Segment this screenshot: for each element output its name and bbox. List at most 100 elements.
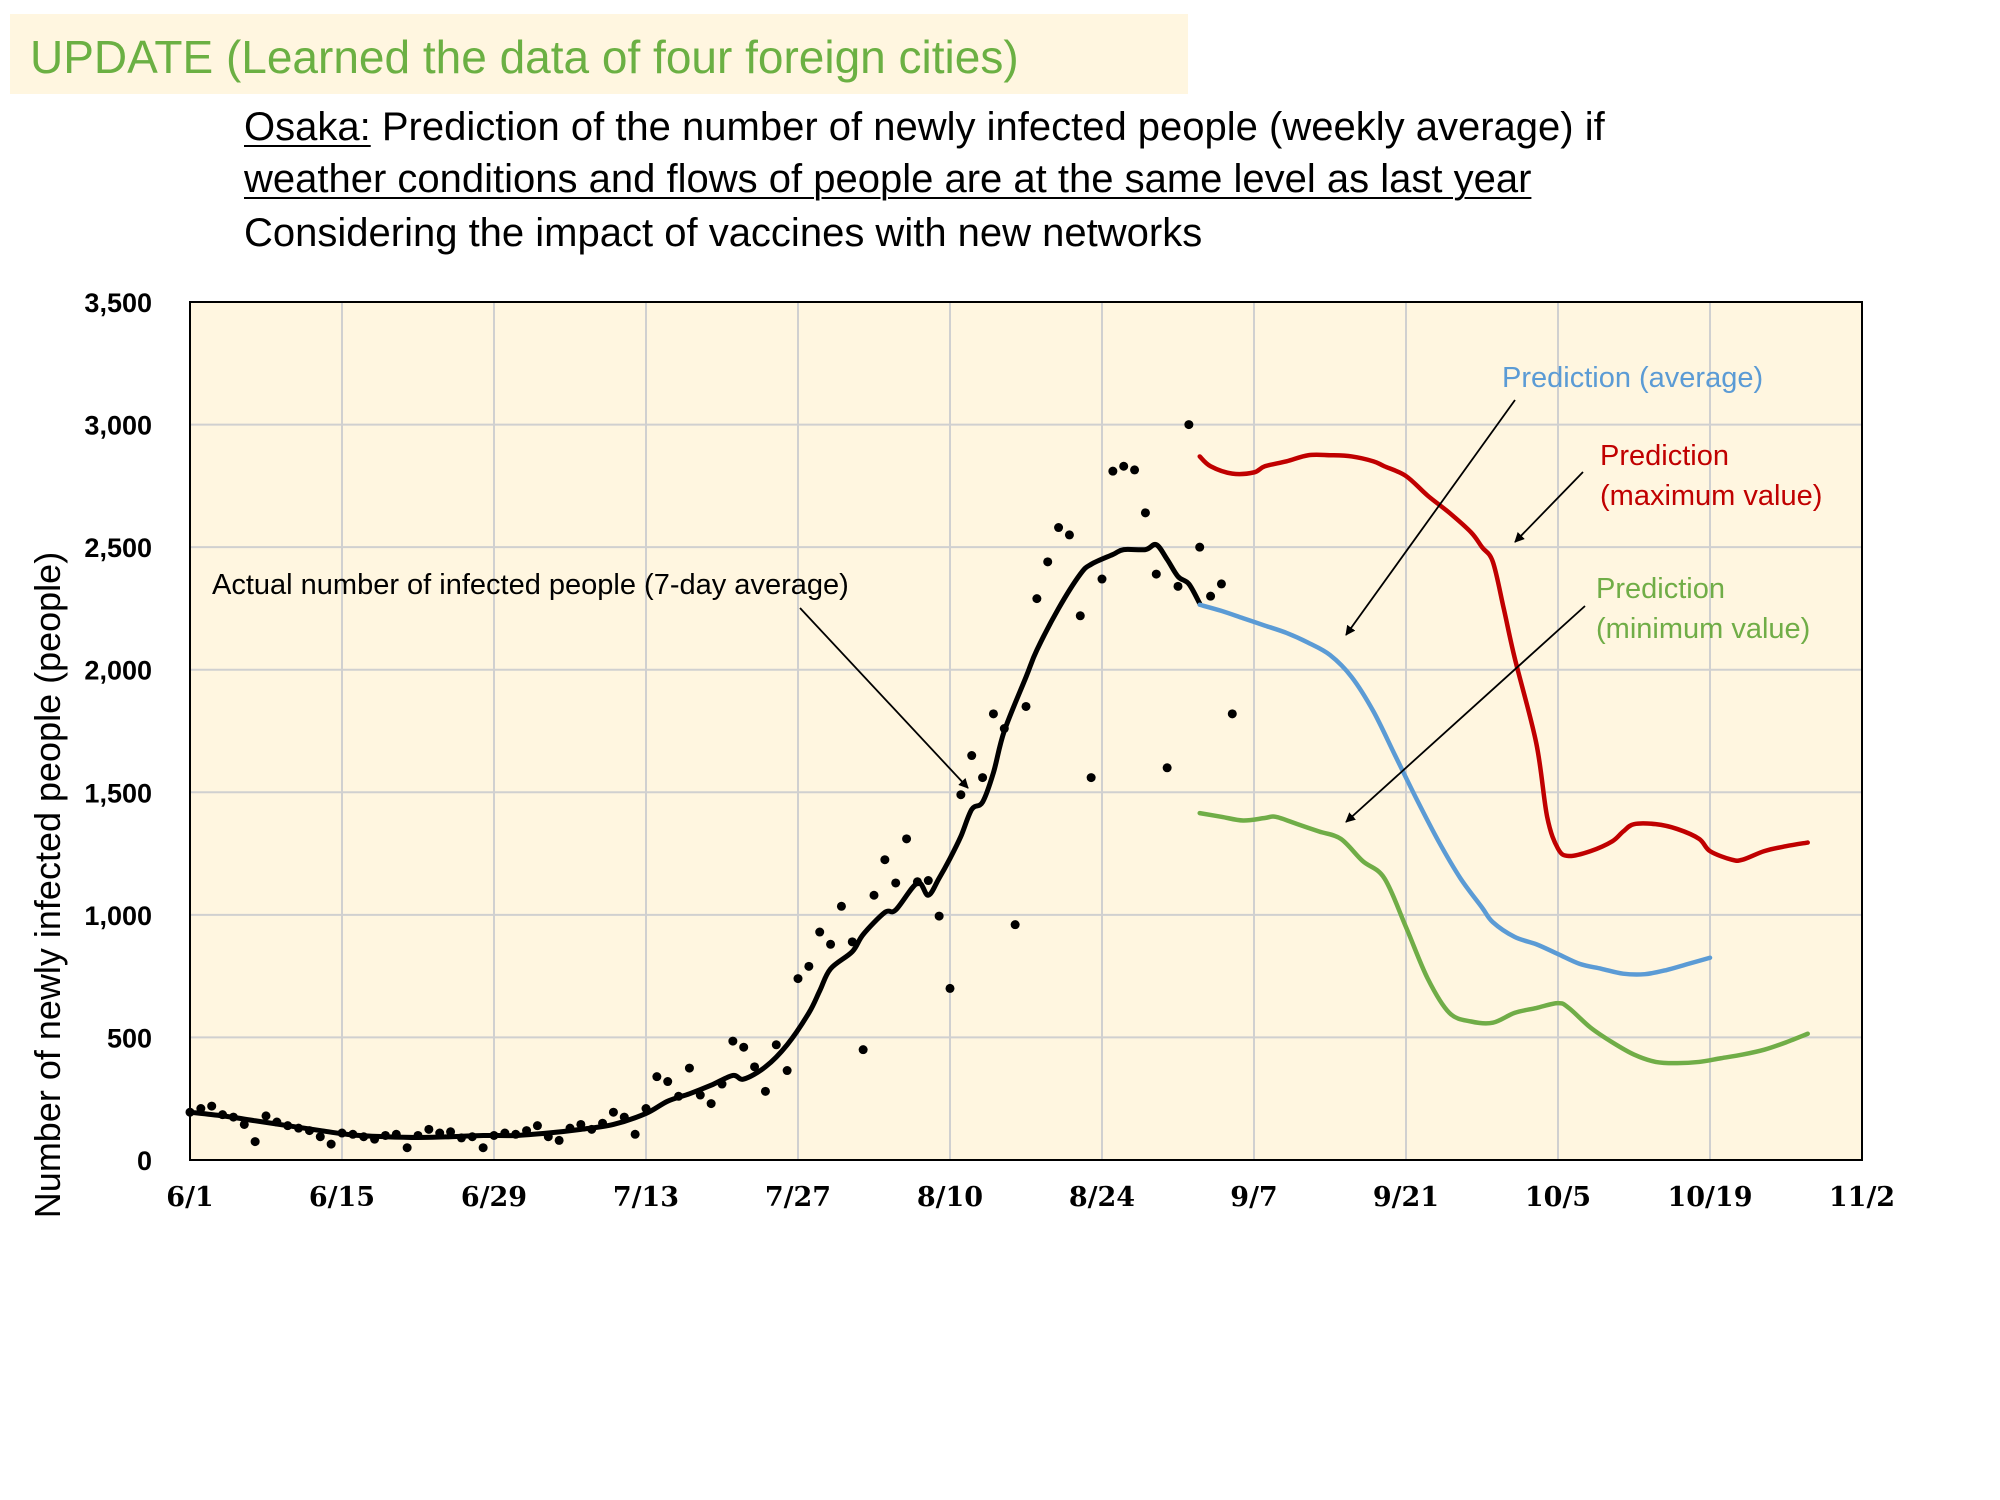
daily-point [315, 1132, 325, 1142]
daily-point [804, 961, 814, 971]
daily-point [261, 1111, 271, 1121]
maximum-arrow [1514, 471, 1584, 543]
update-banner: UPDATE (Learned the data of four foreign… [10, 14, 1188, 94]
x-tick-label: 6/1 [166, 1182, 213, 1213]
daily-point [250, 1137, 260, 1147]
y-tick-label: 1,500 [84, 778, 152, 808]
actual-arrow [799, 607, 969, 789]
plot-area [190, 302, 1862, 1160]
x-tick-label: 6/15 [309, 1182, 375, 1213]
daily-point [424, 1124, 434, 1134]
daily-point [684, 1063, 694, 1073]
daily-point [1184, 420, 1194, 430]
y-tick-label: 0 [137, 1146, 152, 1176]
y-tick-label: 2,500 [84, 533, 152, 563]
x-tick-label: 7/27 [765, 1182, 831, 1213]
series-line-maximum [1197, 452, 1810, 864]
annotation-maximum-line1: Prediction [1600, 440, 1729, 472]
daily-point [1140, 508, 1150, 518]
daily-point [1216, 579, 1226, 589]
daily-point [663, 1077, 673, 1087]
x-tick-label: 6/29 [461, 1182, 527, 1213]
series-line-minimum [1197, 810, 1810, 1066]
subtitle-city: Osaka: [244, 105, 371, 149]
y-tick-label: 500 [107, 1023, 152, 1053]
daily-point [1075, 611, 1085, 621]
daily-point [739, 1042, 749, 1052]
daily-point [771, 1040, 781, 1050]
series-line-average [1197, 602, 1713, 977]
subtitle-line-1: Osaka: Prediction of the number of newly… [244, 104, 1605, 150]
daily-point [1054, 523, 1064, 533]
daily-point [554, 1135, 564, 1145]
y-tick-label: 3,500 [84, 288, 152, 318]
x-tick-label: 9/21 [1373, 1182, 1439, 1213]
x-tick-label: 8/10 [917, 1182, 983, 1213]
daily-point [239, 1119, 249, 1129]
average-arrow [1345, 399, 1516, 636]
daily-point [207, 1101, 217, 1111]
update-title: UPDATE (Learned the data of four foreign… [30, 31, 1019, 83]
daily-point [1173, 581, 1183, 591]
daily-point [934, 911, 944, 921]
x-tick-label: 8/24 [1069, 1182, 1135, 1213]
subtitle-line-2: weather conditions and flows of people a… [244, 157, 1532, 201]
daily-point [630, 1129, 640, 1139]
daily-point [1119, 461, 1129, 471]
daily-point [1162, 763, 1172, 773]
daily-point [945, 983, 955, 993]
x-tick-label: 10/5 [1525, 1182, 1591, 1213]
daily-point [1097, 574, 1107, 584]
daily-point [869, 890, 879, 900]
daily-point [836, 901, 846, 911]
daily-point [782, 1066, 792, 1076]
daily-point [750, 1062, 760, 1072]
plot-border [189, 301, 1863, 1161]
daily-point [988, 709, 998, 719]
daily-point [923, 876, 933, 886]
annotation-actual: Actual number of infected people (7-day … [212, 569, 849, 601]
y-tick-label: 1,000 [84, 901, 152, 931]
daily-point [446, 1127, 456, 1137]
daily-point [826, 939, 836, 949]
daily-point [956, 790, 966, 800]
daily-point [1032, 594, 1042, 604]
daily-point [793, 974, 803, 984]
daily-point [1151, 569, 1161, 579]
daily-point [1130, 465, 1140, 475]
daily-point [608, 1107, 618, 1117]
daily-point [815, 927, 825, 937]
y-tick-label: 2,000 [84, 656, 152, 686]
y-tick-label: 3,000 [84, 411, 152, 441]
daily-point [1227, 709, 1237, 719]
daily-point [326, 1139, 336, 1149]
annotation-average: Prediction (average) [1502, 362, 1763, 394]
subtitle-line-1-rest: Prediction of the number of newly infect… [370, 105, 1605, 149]
subtitle-line-3: Considering the impact of vaccines with … [244, 211, 1203, 255]
daily-point [478, 1143, 488, 1153]
daily-point [1021, 701, 1031, 711]
daily-point [1064, 530, 1074, 540]
daily-point [402, 1143, 412, 1153]
daily-point [1108, 466, 1118, 476]
daily-point [858, 1045, 868, 1055]
x-tick-label: 10/19 [1667, 1182, 1752, 1213]
daily-point [760, 1086, 770, 1096]
daily-point [652, 1072, 662, 1082]
daily-point [1010, 920, 1020, 930]
daily-point [706, 1099, 716, 1109]
daily-point [967, 751, 977, 761]
x-tick-label: 9/7 [1230, 1182, 1277, 1213]
annotation-minimum-line2: (minimum value) [1596, 613, 1810, 645]
daily-point [880, 855, 890, 865]
x-tick-label: 11/2 [1829, 1182, 1895, 1213]
minimum-arrow [1345, 605, 1586, 823]
daily-point [902, 834, 912, 844]
daily-point [728, 1036, 738, 1046]
daily-point [1086, 773, 1096, 783]
series-line-actual [187, 541, 1203, 1140]
daily-point [1195, 542, 1205, 552]
daily-point [891, 878, 901, 888]
daily-point [1206, 591, 1216, 601]
annotation-maximum-line2: (maximum value) [1600, 480, 1822, 512]
